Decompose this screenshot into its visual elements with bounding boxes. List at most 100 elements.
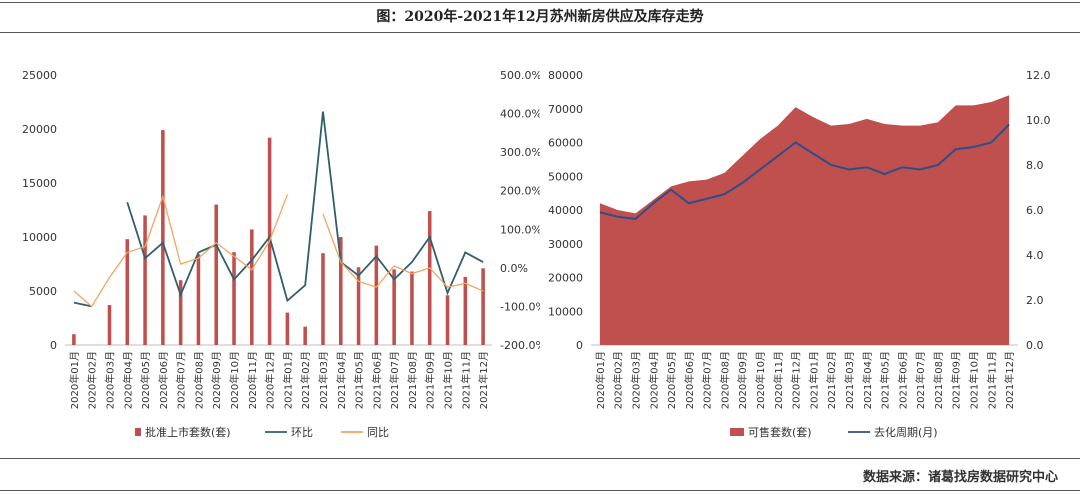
- bar: [445, 295, 450, 345]
- bar: [410, 271, 414, 345]
- legend-label: 可售套数(套): [748, 425, 812, 439]
- x-axis-tick-label: 2020年07月: [175, 351, 188, 409]
- right-axis-tick-label: 2.0: [1026, 294, 1044, 307]
- bar: [178, 280, 183, 345]
- x-axis-tick-label: 2021年03月: [843, 351, 856, 409]
- left-axis-tick-label: 10000: [548, 305, 583, 318]
- bar: [125, 239, 130, 345]
- line-series: [599, 123, 1010, 221]
- left-axis-tick-label: 10000: [22, 231, 57, 244]
- x-axis-tick-label: 2021年02月: [825, 351, 838, 409]
- footer-rule-bottom: [0, 490, 1080, 491]
- bar: [214, 204, 219, 345]
- right-axis-tick-label: 200.0%: [500, 185, 540, 198]
- x-axis-tick-label: 2020年04月: [647, 351, 660, 409]
- bar: [196, 254, 201, 345]
- area-series: [599, 95, 1010, 345]
- legend-swatch: [135, 428, 141, 436]
- right-axis-tick-label: -200.0%: [500, 339, 540, 352]
- right-axis-tick-label: 4.0: [1026, 249, 1044, 262]
- bar: [427, 211, 432, 345]
- left-axis-tick-label: 15000: [22, 177, 57, 190]
- right-axis-tick-label: 10.0: [1026, 114, 1051, 127]
- bar: [338, 237, 343, 345]
- bar: [321, 253, 325, 345]
- x-axis-tick-label: 2020年05月: [139, 351, 152, 409]
- x-axis-tick-label: 2021年04月: [861, 351, 874, 409]
- x-axis-tick-label: 2021年04月: [335, 351, 348, 409]
- left-axis-tick-label: 0: [576, 339, 583, 352]
- x-axis-tick-label: 2020年06月: [157, 351, 170, 409]
- x-axis-tick-label: 2020年01月: [594, 351, 607, 409]
- x-axis-tick-label: 2020年04月: [121, 351, 134, 409]
- legend-label: 同比: [367, 426, 389, 439]
- x-axis-tick-label: 2020年12月: [264, 351, 277, 409]
- bar: [374, 245, 379, 345]
- x-axis-tick-label: 2020年05月: [665, 351, 678, 409]
- legend-label: 去化周期(月): [874, 425, 938, 439]
- bar: [285, 312, 290, 345]
- x-axis-tick-label: 2020年09月: [736, 351, 749, 409]
- right-axis-tick-label: 12.0: [1026, 69, 1051, 82]
- x-axis-tick-label: 2021年06月: [896, 351, 909, 409]
- x-axis-tick-label: 2020年01月: [68, 351, 81, 409]
- x-axis-tick-label: 2020年08月: [718, 351, 731, 409]
- bar: [143, 215, 147, 345]
- x-axis-tick-label: 2021年01月: [281, 351, 294, 409]
- bar: [250, 229, 254, 345]
- footer-rule-top: [0, 458, 1080, 459]
- x-axis-tick-label: 2020年11月: [246, 351, 259, 409]
- top-rule: [0, 2, 1080, 3]
- right-axis-tick-label: 6.0: [1026, 204, 1044, 217]
- left-axis-tick-label: 5000: [29, 285, 57, 298]
- x-axis-tick-label: 2020年06月: [683, 351, 696, 409]
- left-axis-tick-label: 70000: [548, 103, 583, 116]
- title-rule: [0, 32, 1080, 33]
- x-axis-tick-label: 2020年03月: [103, 351, 116, 409]
- legend-label: 环比: [291, 426, 313, 439]
- x-axis-tick-label: 2020年12月: [790, 351, 803, 409]
- bar: [463, 276, 468, 345]
- bar: [356, 267, 361, 345]
- x-axis-tick-label: 2021年07月: [388, 351, 401, 409]
- x-axis-tick-label: 2021年09月: [950, 351, 963, 409]
- left-axis-tick-label: 80000: [548, 69, 583, 82]
- x-axis-tick-label: 2020年10月: [754, 351, 767, 409]
- figure-title: 图：2020年-2021年12月苏州新房供应及库存走势: [376, 9, 704, 25]
- right-axis-tick-label: 500.0%: [500, 69, 540, 82]
- left-axis-tick-label: 50000: [548, 170, 583, 183]
- x-axis-tick-label: 2021年11月: [459, 351, 472, 409]
- x-axis-tick-label: 2020年10月: [228, 351, 241, 409]
- x-axis-tick-label: 2021年10月: [968, 351, 981, 409]
- right-axis-tick-label: 0.0%: [500, 262, 528, 275]
- x-axis-tick-label: 2021年11月: [985, 351, 998, 409]
- x-axis-tick-label: 2021年02月: [299, 351, 312, 409]
- bar: [481, 268, 485, 345]
- x-axis-tick-label: 2021年12月: [1003, 351, 1016, 409]
- left-axis-tick-label: 30000: [548, 238, 583, 251]
- x-axis-tick-label: 2021年08月: [932, 351, 945, 409]
- right-axis-tick-label: 100.0%: [500, 223, 540, 236]
- right-axis-tick-label: 400.0%: [500, 108, 540, 121]
- bar: [303, 326, 307, 345]
- x-axis-tick-label: 2021年10月: [442, 351, 455, 409]
- right-axis-tick-label: -100.0%: [500, 300, 540, 313]
- x-axis-tick-label: 2020年07月: [701, 351, 714, 409]
- bar: [107, 305, 112, 345]
- x-axis-tick-label: 2020年09月: [210, 351, 223, 409]
- x-axis-tick-label: 2020年03月: [629, 351, 642, 409]
- left-axis-tick-label: 60000: [548, 137, 583, 150]
- left-axis-tick-label: 40000: [548, 204, 583, 217]
- x-axis-tick-label: 2020年08月: [192, 351, 205, 409]
- left-axis-tick-label: 20000: [22, 123, 57, 136]
- x-axis-tick-label: 2021年06月: [370, 351, 383, 409]
- x-axis-tick-label: 2020年02月: [612, 351, 625, 409]
- bar: [392, 269, 396, 345]
- x-axis-tick-label: 2021年12月: [477, 351, 490, 409]
- x-axis-tick-label: 2021年01月: [807, 351, 820, 409]
- x-axis-tick-label: 2020年02月: [86, 351, 99, 409]
- legend-label: 批准上市套数(套): [145, 425, 231, 439]
- line-series: [73, 111, 484, 308]
- right-axis-tick-label: 300.0%: [500, 146, 540, 159]
- x-axis-tick-label: 2020年11月: [772, 351, 785, 409]
